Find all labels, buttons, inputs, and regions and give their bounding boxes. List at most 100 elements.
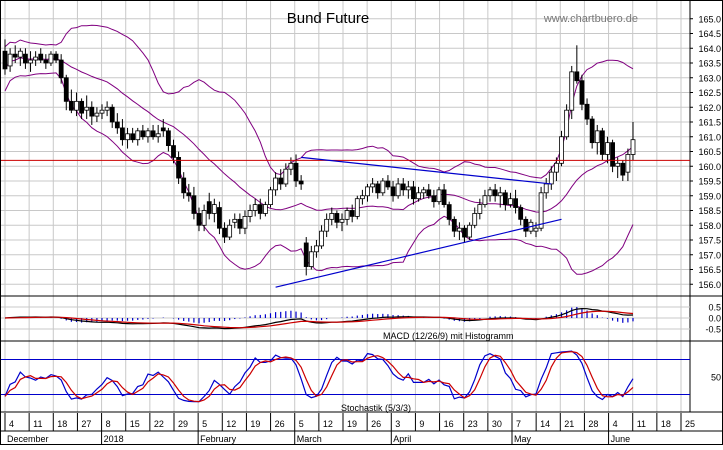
candle-body bbox=[12, 53, 18, 58]
candle-body bbox=[262, 204, 268, 214]
candle-body bbox=[171, 145, 176, 158]
candle-body bbox=[605, 142, 610, 155]
month-label: March bbox=[297, 434, 322, 444]
bollinger-middle-line bbox=[4, 57, 634, 213]
candle-body bbox=[242, 215, 248, 229]
price-tick-label: 164.0 bbox=[698, 44, 721, 54]
candle-body bbox=[89, 106, 95, 117]
candle-body bbox=[63, 77, 69, 102]
date-tick-label: 3 bbox=[395, 419, 400, 429]
candle-body bbox=[268, 189, 273, 206]
date-tick-label: 29 bbox=[178, 419, 188, 429]
date-tick-label: 25 bbox=[685, 419, 695, 429]
candle-body bbox=[2, 50, 8, 70]
candle-body bbox=[125, 133, 130, 141]
candle-body bbox=[370, 183, 376, 188]
date-tick-label: 4 bbox=[9, 419, 14, 429]
candle-body bbox=[314, 245, 319, 253]
candle-body bbox=[28, 59, 33, 64]
date-tick-label: 19 bbox=[250, 419, 260, 429]
date-tick-label: 5 bbox=[299, 419, 304, 429]
candle-body bbox=[446, 204, 452, 220]
candle-body bbox=[165, 130, 171, 147]
candle-body bbox=[273, 177, 279, 191]
date-tick-label: 22 bbox=[154, 419, 164, 429]
candle-body bbox=[620, 162, 626, 176]
stoch-k-line bbox=[4, 350, 634, 403]
candle-body bbox=[145, 130, 151, 138]
watermark: www.chartbuero.de bbox=[543, 13, 638, 25]
candle-body bbox=[482, 195, 488, 206]
month-label: December bbox=[7, 434, 49, 444]
price-tick-label: 156.0 bbox=[698, 280, 721, 290]
date-tick-label: 11 bbox=[33, 419, 42, 429]
month-label: June bbox=[611, 434, 631, 444]
candle-body bbox=[283, 168, 289, 185]
candle-body bbox=[334, 213, 340, 223]
candle-body bbox=[38, 53, 44, 61]
candle-body bbox=[564, 109, 570, 138]
date-tick-label: 14 bbox=[540, 419, 550, 429]
candle-body bbox=[84, 106, 90, 111]
candle-body bbox=[538, 192, 544, 229]
candle-body bbox=[421, 189, 427, 194]
candle-body bbox=[130, 133, 136, 141]
candle-body bbox=[155, 133, 161, 138]
candle-body bbox=[451, 218, 457, 232]
candle-body bbox=[492, 189, 498, 197]
price-tick-label: 163.0 bbox=[698, 73, 721, 83]
candle-body bbox=[201, 210, 207, 226]
candle-body bbox=[615, 162, 621, 167]
candle-body bbox=[533, 227, 539, 232]
date-tick-label: 19 bbox=[347, 419, 357, 429]
price-tick-label: 158.5 bbox=[698, 206, 721, 216]
price-tick-label: 157.5 bbox=[698, 236, 721, 246]
candle-body bbox=[109, 106, 115, 123]
candle-body bbox=[502, 192, 508, 206]
candle-body bbox=[196, 213, 202, 226]
candle-body bbox=[426, 189, 432, 197]
candle-body bbox=[457, 227, 462, 232]
candle-body bbox=[181, 177, 187, 194]
candle-body bbox=[247, 210, 253, 217]
candle-body bbox=[497, 192, 503, 197]
candle-body bbox=[319, 230, 324, 247]
candle-body bbox=[120, 127, 125, 141]
candle-body bbox=[365, 186, 370, 197]
candle-body bbox=[400, 183, 406, 191]
price-tick-label: 162.0 bbox=[698, 103, 721, 113]
date-tick-label: 23 bbox=[468, 419, 478, 429]
candle-body bbox=[252, 204, 258, 211]
candle-body bbox=[104, 106, 110, 111]
candle-body bbox=[135, 130, 141, 141]
candle-body bbox=[411, 186, 416, 200]
candle-body bbox=[206, 201, 212, 214]
macd-tick-label: 0.0 bbox=[708, 314, 721, 324]
candle-body bbox=[584, 103, 590, 120]
bollinger-lower-line bbox=[4, 72, 634, 275]
candle-body bbox=[7, 53, 13, 67]
macd-signal-line bbox=[4, 310, 634, 329]
date-tick-label: 27 bbox=[81, 419, 91, 429]
candle-body bbox=[191, 195, 197, 214]
date-tick-label: 30 bbox=[492, 419, 502, 429]
candle-body bbox=[487, 189, 493, 197]
candle-body bbox=[43, 59, 49, 64]
candle-body bbox=[548, 171, 554, 185]
candle-body bbox=[472, 213, 478, 226]
macd-tick-label: 0.5 bbox=[708, 303, 721, 313]
candle-body bbox=[140, 130, 146, 138]
candle-body bbox=[288, 162, 294, 170]
month-label: February bbox=[200, 434, 237, 444]
candle-body bbox=[68, 100, 74, 111]
candle-body bbox=[160, 127, 166, 132]
price-tick-label: 160.0 bbox=[698, 162, 721, 172]
date-tick-label: 12 bbox=[226, 419, 236, 429]
month-label: May bbox=[514, 434, 532, 444]
candle-body bbox=[462, 227, 467, 238]
candle-body bbox=[329, 213, 335, 220]
month-label: April bbox=[393, 434, 411, 444]
date-tick-label: 8 bbox=[106, 419, 111, 429]
candle-body bbox=[74, 100, 79, 111]
candle-body bbox=[94, 112, 100, 117]
